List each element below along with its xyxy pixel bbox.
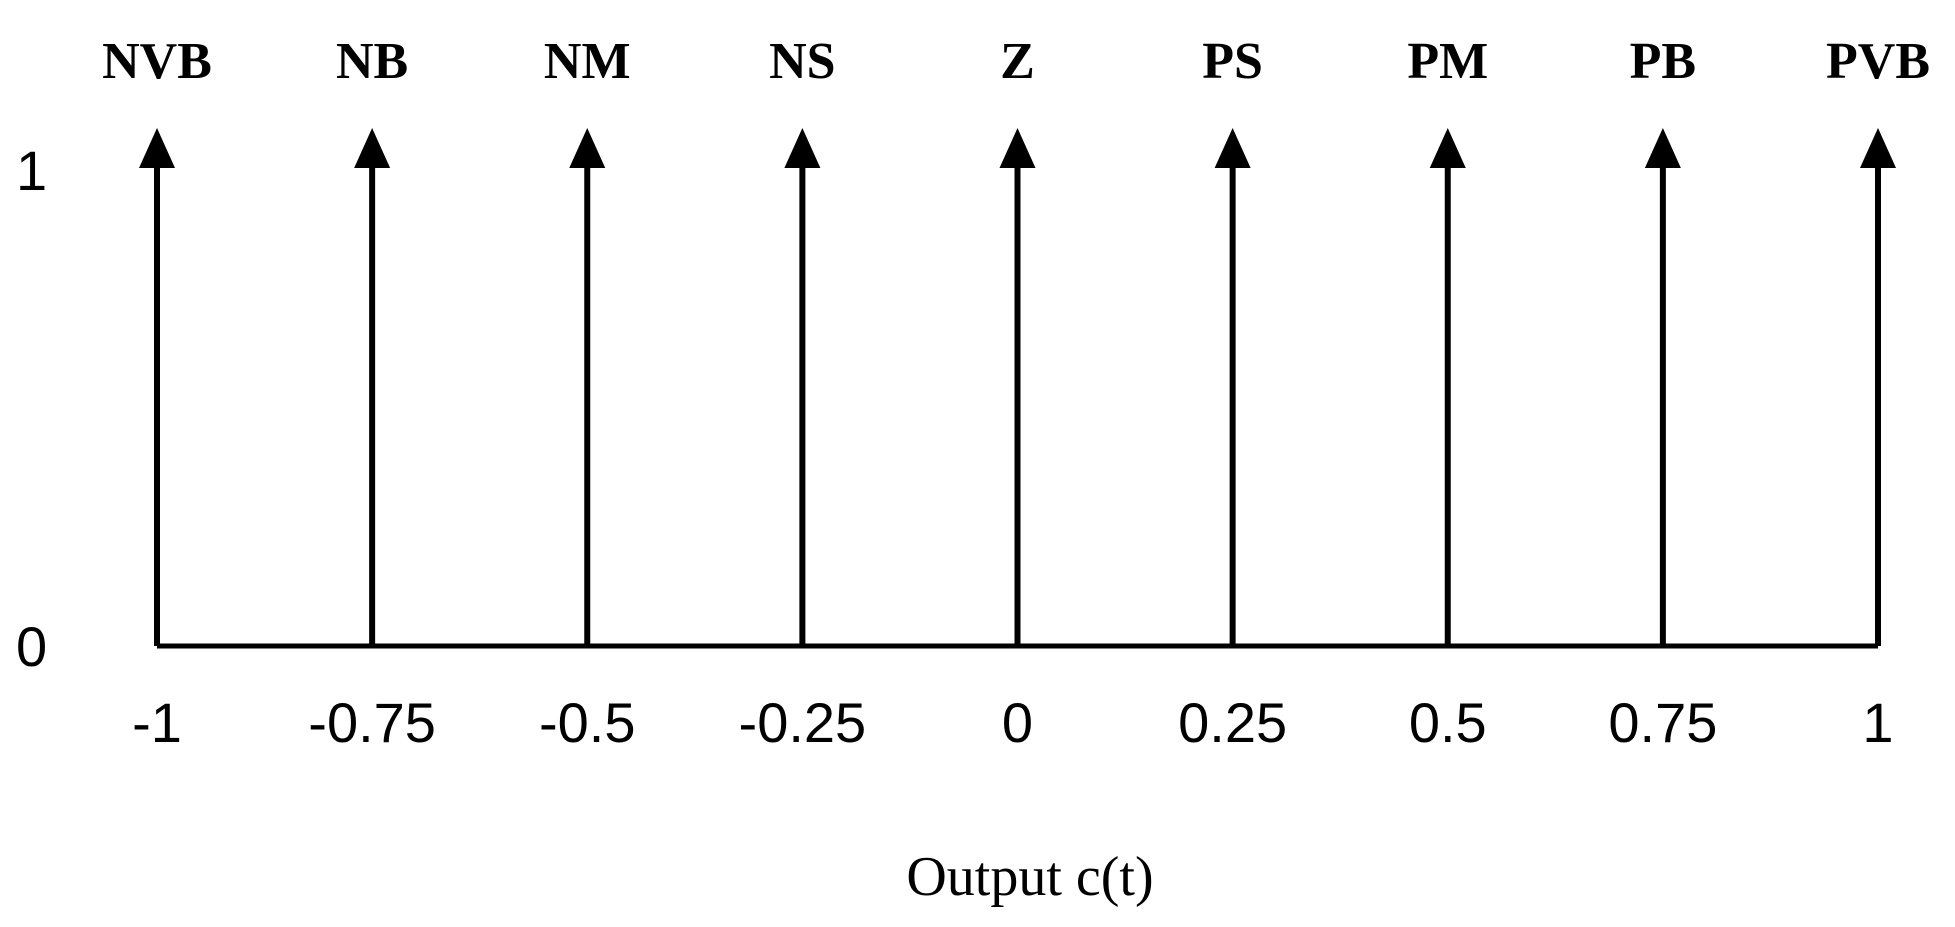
arrow-head-nvb xyxy=(139,128,175,168)
x-tick-label: -1 xyxy=(132,691,182,754)
singleton-nb: NB -0.75 xyxy=(308,33,436,754)
arrow-head-pb xyxy=(1644,128,1681,168)
x-axis-label: Output c(t) xyxy=(906,846,1153,908)
arrow-head-nb xyxy=(354,128,391,168)
set-label-nb: NB xyxy=(336,33,408,90)
singleton-ps: PS 0.25 xyxy=(1178,33,1287,754)
arrow-head-nm xyxy=(569,128,606,168)
y-tick-label-1: 1 xyxy=(16,139,47,202)
axes: 0 1 Output c(t) xyxy=(16,139,1878,908)
arrow-head-pm xyxy=(1429,128,1466,168)
singleton-pb: PB 0.75 xyxy=(1608,33,1717,754)
x-tick-label: -0.5 xyxy=(539,691,636,754)
singleton-marks: NVB-1NB-0.75NM-0.5NS-0.25Z0PS0.25PM0.5PB… xyxy=(102,33,1930,754)
set-label-nvb: NVB xyxy=(102,33,212,90)
set-label-nm: NM xyxy=(544,33,631,90)
x-tick-label: -0.75 xyxy=(308,691,436,754)
set-label-z: Z xyxy=(1000,33,1035,90)
singleton-nm: NM -0.5 xyxy=(539,33,636,754)
y-tick-label-0: 0 xyxy=(16,615,47,678)
set-label-ps: PS xyxy=(1202,33,1263,90)
singleton-ns: NS -0.25 xyxy=(739,33,867,754)
x-tick-label: 0.75 xyxy=(1608,691,1717,754)
set-label-pm: PM xyxy=(1407,33,1488,90)
arrow-head-ps xyxy=(1214,128,1251,168)
arrow-head-z xyxy=(999,128,1036,168)
x-tick-label: 0.25 xyxy=(1178,691,1287,754)
set-label-pb: PB xyxy=(1630,33,1696,90)
set-label-pvb: PVB xyxy=(1826,33,1930,90)
arrow-head-ns xyxy=(784,128,821,168)
singleton-nvb: NVB -1 xyxy=(102,33,212,754)
x-tick-label: 1 xyxy=(1862,691,1893,754)
set-label-ns: NS xyxy=(769,33,835,90)
singleton-pm: PM 0.5 xyxy=(1407,33,1488,754)
x-tick-label: 0.5 xyxy=(1409,691,1487,754)
singleton-pvb: PVB 1 xyxy=(1826,33,1930,754)
x-tick-label: -0.25 xyxy=(739,691,867,754)
arrow-head-pvb xyxy=(1860,128,1896,168)
x-tick-label: 0 xyxy=(1002,691,1033,754)
singleton-z: Z0 xyxy=(999,33,1036,754)
